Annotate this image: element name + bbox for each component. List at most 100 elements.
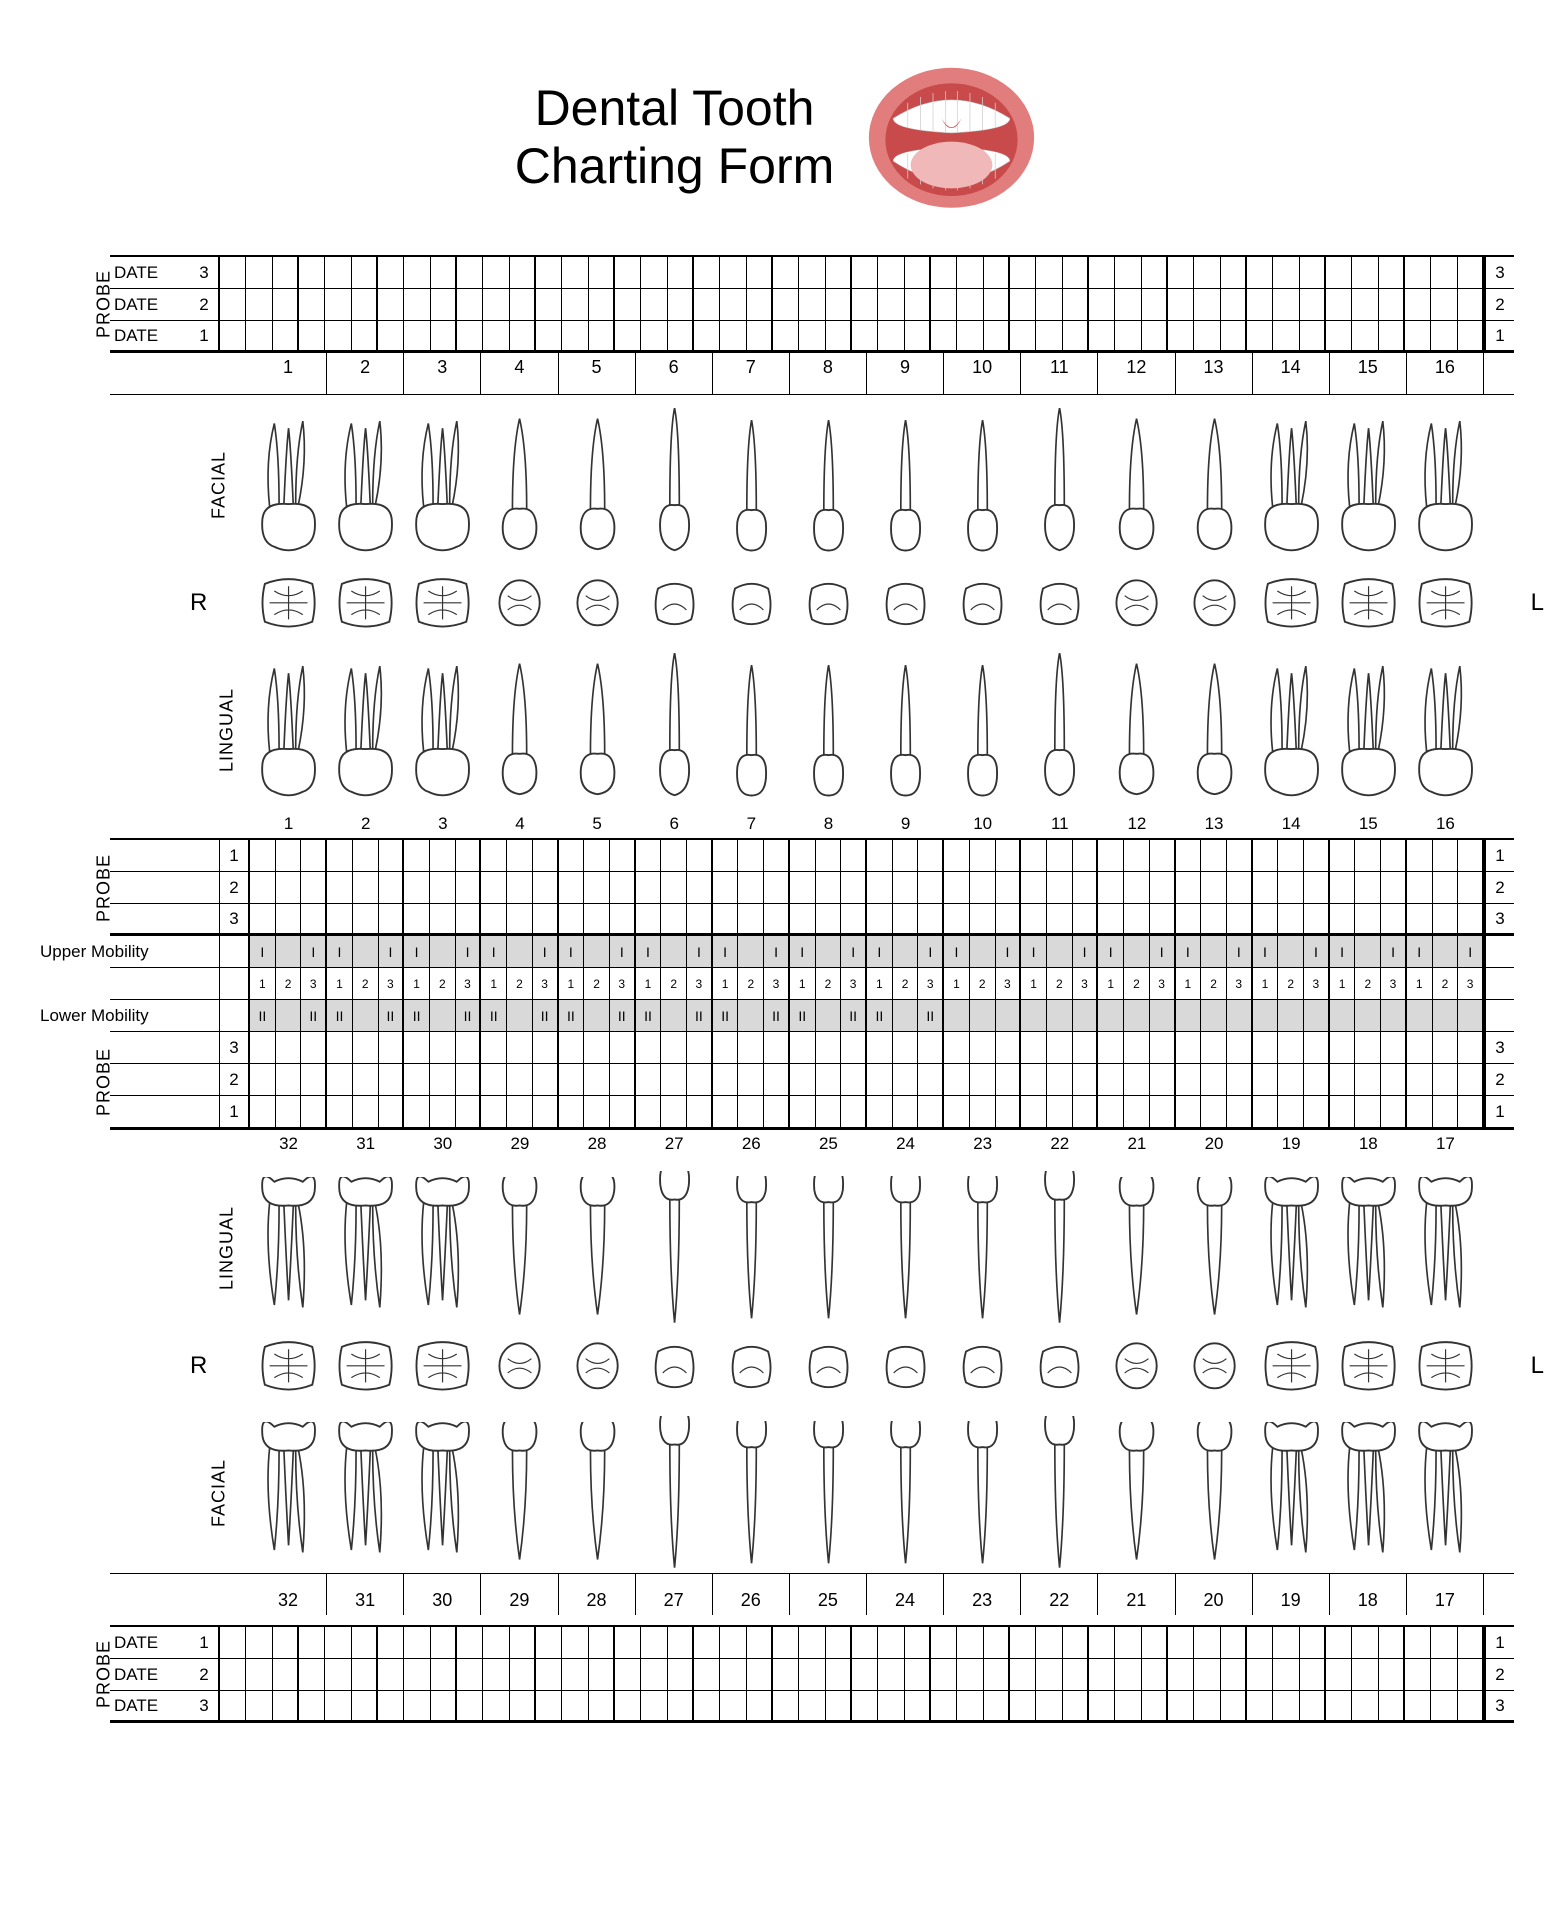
tooth-lingual-diagram[interactable] xyxy=(559,657,636,803)
tooth-lingual-diagram[interactable] xyxy=(250,657,327,803)
probe-cell[interactable] xyxy=(1278,904,1304,933)
probe-cell[interactable] xyxy=(1098,872,1124,903)
mobility-cell[interactable]: 3 xyxy=(1304,968,1330,999)
probe-cell[interactable] xyxy=(1405,1627,1431,1658)
probe-cell[interactable] xyxy=(378,1627,404,1658)
probe-cell[interactable] xyxy=(661,872,687,903)
probe-cell[interactable] xyxy=(559,872,585,903)
probe-cell[interactable] xyxy=(893,872,919,903)
tooth-lingual-diagram[interactable] xyxy=(944,656,1021,805)
tooth-occ-diagram[interactable] xyxy=(1176,570,1253,636)
probe-cell[interactable] xyxy=(957,1691,983,1720)
mobility-cell[interactable] xyxy=(507,936,533,967)
probe-cell[interactable] xyxy=(1330,1096,1356,1127)
tooth-occ-diagram[interactable] xyxy=(790,570,867,636)
probe-cell[interactable] xyxy=(1036,1691,1062,1720)
probe-cell[interactable] xyxy=(301,840,327,871)
probe-cell[interactable] xyxy=(1273,1659,1299,1690)
probe-cell[interactable] xyxy=(379,1064,405,1095)
mobility-cell[interactable] xyxy=(1124,1000,1150,1031)
probe-cell[interactable] xyxy=(1355,1064,1381,1095)
probe-cell[interactable] xyxy=(1176,904,1202,933)
probe-cell[interactable] xyxy=(713,904,739,933)
probe-cell[interactable] xyxy=(1326,289,1352,320)
probe-cell[interactable] xyxy=(1407,1096,1433,1127)
probe-cell[interactable] xyxy=(1176,1032,1202,1063)
probe-cell[interactable] xyxy=(1379,321,1405,350)
probe-cell[interactable] xyxy=(1150,872,1176,903)
mobility-cell[interactable]: I xyxy=(404,936,430,967)
mobility-cell[interactable]: I xyxy=(481,936,507,967)
probe-cell[interactable] xyxy=(276,1064,302,1095)
probe-cell[interactable] xyxy=(250,840,276,871)
probe-cell[interactable] xyxy=(1063,1691,1089,1720)
probe-cell[interactable] xyxy=(852,1659,878,1690)
probe-cell[interactable] xyxy=(944,872,970,903)
probe-cell[interactable] xyxy=(299,321,325,350)
probe-cell[interactable] xyxy=(841,840,867,871)
probe-cell[interactable] xyxy=(790,904,816,933)
probe-cell[interactable] xyxy=(1142,321,1168,350)
probe-cell[interactable] xyxy=(764,904,790,933)
tooth-occ-diagram[interactable] xyxy=(404,1333,481,1399)
probe-cell[interactable] xyxy=(483,1627,509,1658)
mobility-cell[interactable]: I xyxy=(1021,936,1047,967)
probe-cell[interactable] xyxy=(918,1096,944,1127)
probe-cell[interactable] xyxy=(1168,1659,1194,1690)
probe-cell[interactable] xyxy=(816,840,842,871)
probe-cell[interactable] xyxy=(507,840,533,871)
probe-cell[interactable] xyxy=(1407,872,1433,903)
probe-cell[interactable] xyxy=(661,840,687,871)
mobility-cell[interactable]: II xyxy=(559,1000,585,1031)
probe-cell[interactable] xyxy=(404,1627,430,1658)
probe-cell[interactable] xyxy=(301,904,327,933)
probe-cell[interactable] xyxy=(404,904,430,933)
probe-cell[interactable] xyxy=(1355,872,1381,903)
tooth-facial-diagram[interactable] xyxy=(404,1420,481,1566)
probe-cell[interactable] xyxy=(276,840,302,871)
mobility-cell[interactable] xyxy=(507,1000,533,1031)
tooth-occ-diagram[interactable] xyxy=(1021,570,1098,636)
probe-cell[interactable] xyxy=(481,872,507,903)
probe-cell[interactable] xyxy=(615,257,641,288)
probe-cell[interactable] xyxy=(1273,1627,1299,1658)
probe-cell[interactable] xyxy=(1124,1064,1150,1095)
probe-cell[interactable] xyxy=(273,321,299,350)
probe-cell[interactable] xyxy=(773,321,799,350)
probe-cell[interactable] xyxy=(1433,1096,1459,1127)
probe-cell[interactable] xyxy=(250,1032,276,1063)
probe-cell[interactable] xyxy=(431,289,457,320)
mobility-cell[interactable]: II xyxy=(918,1000,944,1031)
mobility-cell[interactable] xyxy=(1021,1000,1047,1031)
probe-cell[interactable] xyxy=(957,289,983,320)
mobility-cell[interactable]: I xyxy=(250,936,276,967)
probe-cell[interactable] xyxy=(1433,840,1459,871)
probe-cell[interactable] xyxy=(799,321,825,350)
mobility-cell[interactable] xyxy=(661,1000,687,1031)
probe-cell[interactable] xyxy=(1010,321,1036,350)
probe-cell[interactable] xyxy=(1273,1691,1299,1720)
tooth-lingual-diagram[interactable] xyxy=(1098,657,1175,803)
probe-cell[interactable] xyxy=(1073,872,1099,903)
probe-cell[interactable] xyxy=(1278,1096,1304,1127)
probe-cell[interactable] xyxy=(273,1659,299,1690)
probe-cell[interactable] xyxy=(378,289,404,320)
probe-cell[interactable] xyxy=(713,1096,739,1127)
probe-cell[interactable] xyxy=(1458,1691,1484,1720)
tooth-occ-diagram[interactable] xyxy=(1330,570,1407,636)
tooth-facial-diagram[interactable] xyxy=(1176,412,1253,558)
probe-cell[interactable] xyxy=(984,257,1010,288)
probe-cell[interactable] xyxy=(1381,840,1407,871)
mobility-cell[interactable]: 2 xyxy=(353,968,379,999)
probe-cell[interactable] xyxy=(273,289,299,320)
mobility-cell[interactable]: II xyxy=(713,1000,739,1031)
mobility-cell[interactable]: 1 xyxy=(867,968,893,999)
mobility-cell[interactable]: 3 xyxy=(533,968,559,999)
mobility-cell[interactable]: 3 xyxy=(764,968,790,999)
probe-cell[interactable] xyxy=(615,289,641,320)
probe-cell[interactable] xyxy=(456,1032,482,1063)
tooth-facial-diagram[interactable] xyxy=(867,411,944,560)
probe-cell[interactable] xyxy=(507,872,533,903)
probe-cell[interactable] xyxy=(1201,1032,1227,1063)
probe-cell[interactable] xyxy=(615,1691,641,1720)
